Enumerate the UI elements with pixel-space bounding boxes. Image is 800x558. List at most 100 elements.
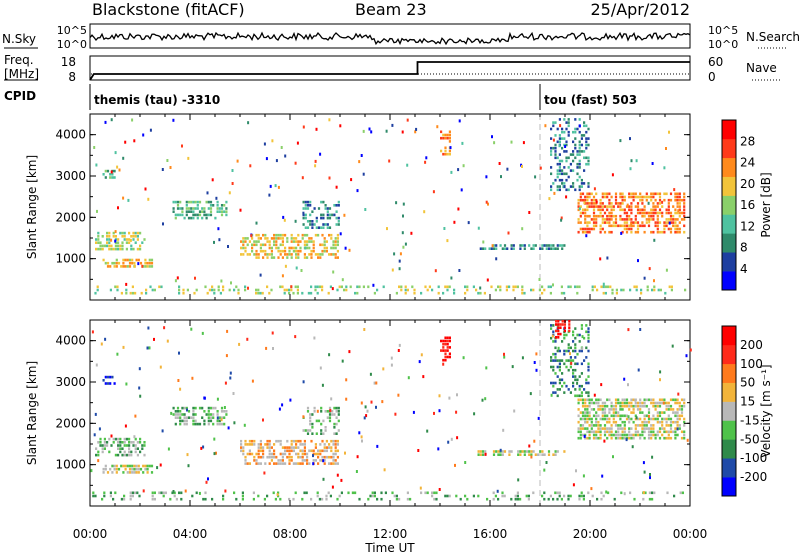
range-gate-cell: [257, 288, 260, 292]
range-gate-cell: [312, 249, 315, 253]
range-gate-cell: [121, 244, 124, 248]
range-gate-cell: [113, 467, 116, 471]
range-gate-cell: [449, 146, 452, 150]
range-gate-cell: [672, 221, 675, 224]
range-gate-cell: [592, 221, 596, 224]
range-gate-cell: [161, 168, 164, 171]
range-gate-cell: [650, 401, 653, 405]
range-gate-cell: [614, 221, 618, 224]
range-gate-cell: [658, 202, 662, 205]
range-gate-cell: [639, 433, 642, 437]
range-gate-cell: [614, 408, 618, 411]
range-gate-cell: [253, 243, 256, 247]
range-gate-cell: [330, 446, 333, 449]
range-gate-cell: [424, 160, 427, 164]
range-gate-cell: [340, 478, 343, 482]
range-gate-cell: [680, 404, 684, 408]
range-gate-cell: [130, 235, 133, 238]
range-gate-cell: [97, 241, 100, 244]
scatter-patch: [577, 192, 686, 234]
range-gate-cell: [538, 288, 541, 292]
range-gate-cell: [137, 467, 140, 471]
range-gate-cell: [529, 392, 532, 396]
x-axis-label: Time UT: [364, 541, 415, 554]
range-gate-cell: [309, 416, 312, 419]
range-gate-cell: [578, 159, 581, 163]
range-gate-cell: [213, 288, 216, 292]
range-gate-cell: [110, 170, 113, 174]
range-gate-cell: [614, 420, 618, 424]
range-gate-cell: [335, 223, 338, 226]
range-gate-cell: [420, 353, 423, 357]
range-gate-cell: [588, 205, 591, 208]
range-gate-cell: [643, 414, 646, 418]
range-gate-cell: [672, 205, 675, 208]
range-gate-cell: [358, 160, 361, 164]
range-gate-cell: [232, 392, 235, 395]
range-gate-cell: [601, 427, 604, 430]
range-gate-cell: [554, 359, 557, 362]
range-gate-cell: [187, 200, 191, 204]
range-gate-cell: [603, 230, 607, 234]
range-gate-cell: [215, 451, 217, 455]
range-gate-cell: [683, 436, 686, 440]
range-gate-cell: [231, 169, 234, 172]
range-gate-cell: [275, 462, 278, 465]
range-gate-cell: [448, 149, 451, 153]
range-gate-cell: [179, 410, 182, 413]
range-gate-cell: [178, 351, 180, 355]
range-gate-cell: [279, 253, 282, 256]
range-gate-cell: [424, 285, 427, 289]
range-gate-cell: [656, 224, 659, 228]
range-gate-cell: [109, 467, 112, 471]
range-gate-cell: [592, 436, 596, 440]
y-tick-label: 2000: [55, 416, 86, 430]
range-gate-cell: [259, 455, 262, 459]
range-gate-cell: [294, 161, 297, 165]
range-gate-cell: [634, 192, 637, 196]
range-gate-cell: [576, 172, 579, 176]
range-gate-cell: [356, 455, 359, 459]
range-gate-cell: [654, 433, 657, 437]
range-gate-cell: [606, 195, 609, 199]
range-gate-cell: [628, 205, 631, 208]
range-gate-cell: [592, 198, 596, 202]
range-gate-cell: [683, 202, 686, 205]
range-gate-cell: [552, 391, 555, 394]
range-gate-cell: [672, 398, 675, 402]
range-gate-cell: [563, 336, 566, 340]
range-gate-cell: [635, 285, 638, 289]
range-gate-cell: [563, 450, 566, 453]
range-gate-cell: [595, 205, 598, 208]
range-gate-cell: [656, 205, 659, 208]
range-gate-cell: [276, 493, 279, 497]
y-tick-label: 3000: [55, 375, 86, 389]
range-gate-cell: [583, 359, 586, 362]
range-gate-cell: [119, 231, 122, 235]
range-gate-cell: [584, 198, 587, 202]
range-gate-cell: [326, 223, 329, 226]
range-gate-cell: [185, 204, 188, 207]
range-gate-cell: [161, 429, 164, 433]
range-gate-cell: [602, 282, 605, 286]
range-gate-cell: [328, 233, 331, 237]
range-gate-cell: [532, 247, 535, 250]
range-gate-cell: [458, 269, 461, 272]
range-gate-cell: [186, 288, 189, 292]
range-gate-cell: [277, 491, 280, 495]
range-gate-cell: [561, 178, 564, 182]
range-gate-cell: [645, 424, 648, 427]
range-gate-cell: [270, 455, 273, 459]
range-gate-cell: [128, 241, 131, 244]
range-gate-cell: [608, 192, 611, 196]
range-gate-cell: [444, 149, 447, 153]
range-gate-cell: [587, 143, 590, 147]
range-gate-cell: [209, 419, 213, 423]
range-gate-cell: [187, 207, 191, 210]
range-gate-cell: [336, 237, 339, 240]
range-gate-cell: [176, 204, 180, 207]
range-gate-cell: [437, 285, 440, 289]
range-gate-cell: [191, 494, 194, 498]
range-gate-cell: [97, 238, 100, 241]
range-gate-cell: [628, 227, 631, 231]
